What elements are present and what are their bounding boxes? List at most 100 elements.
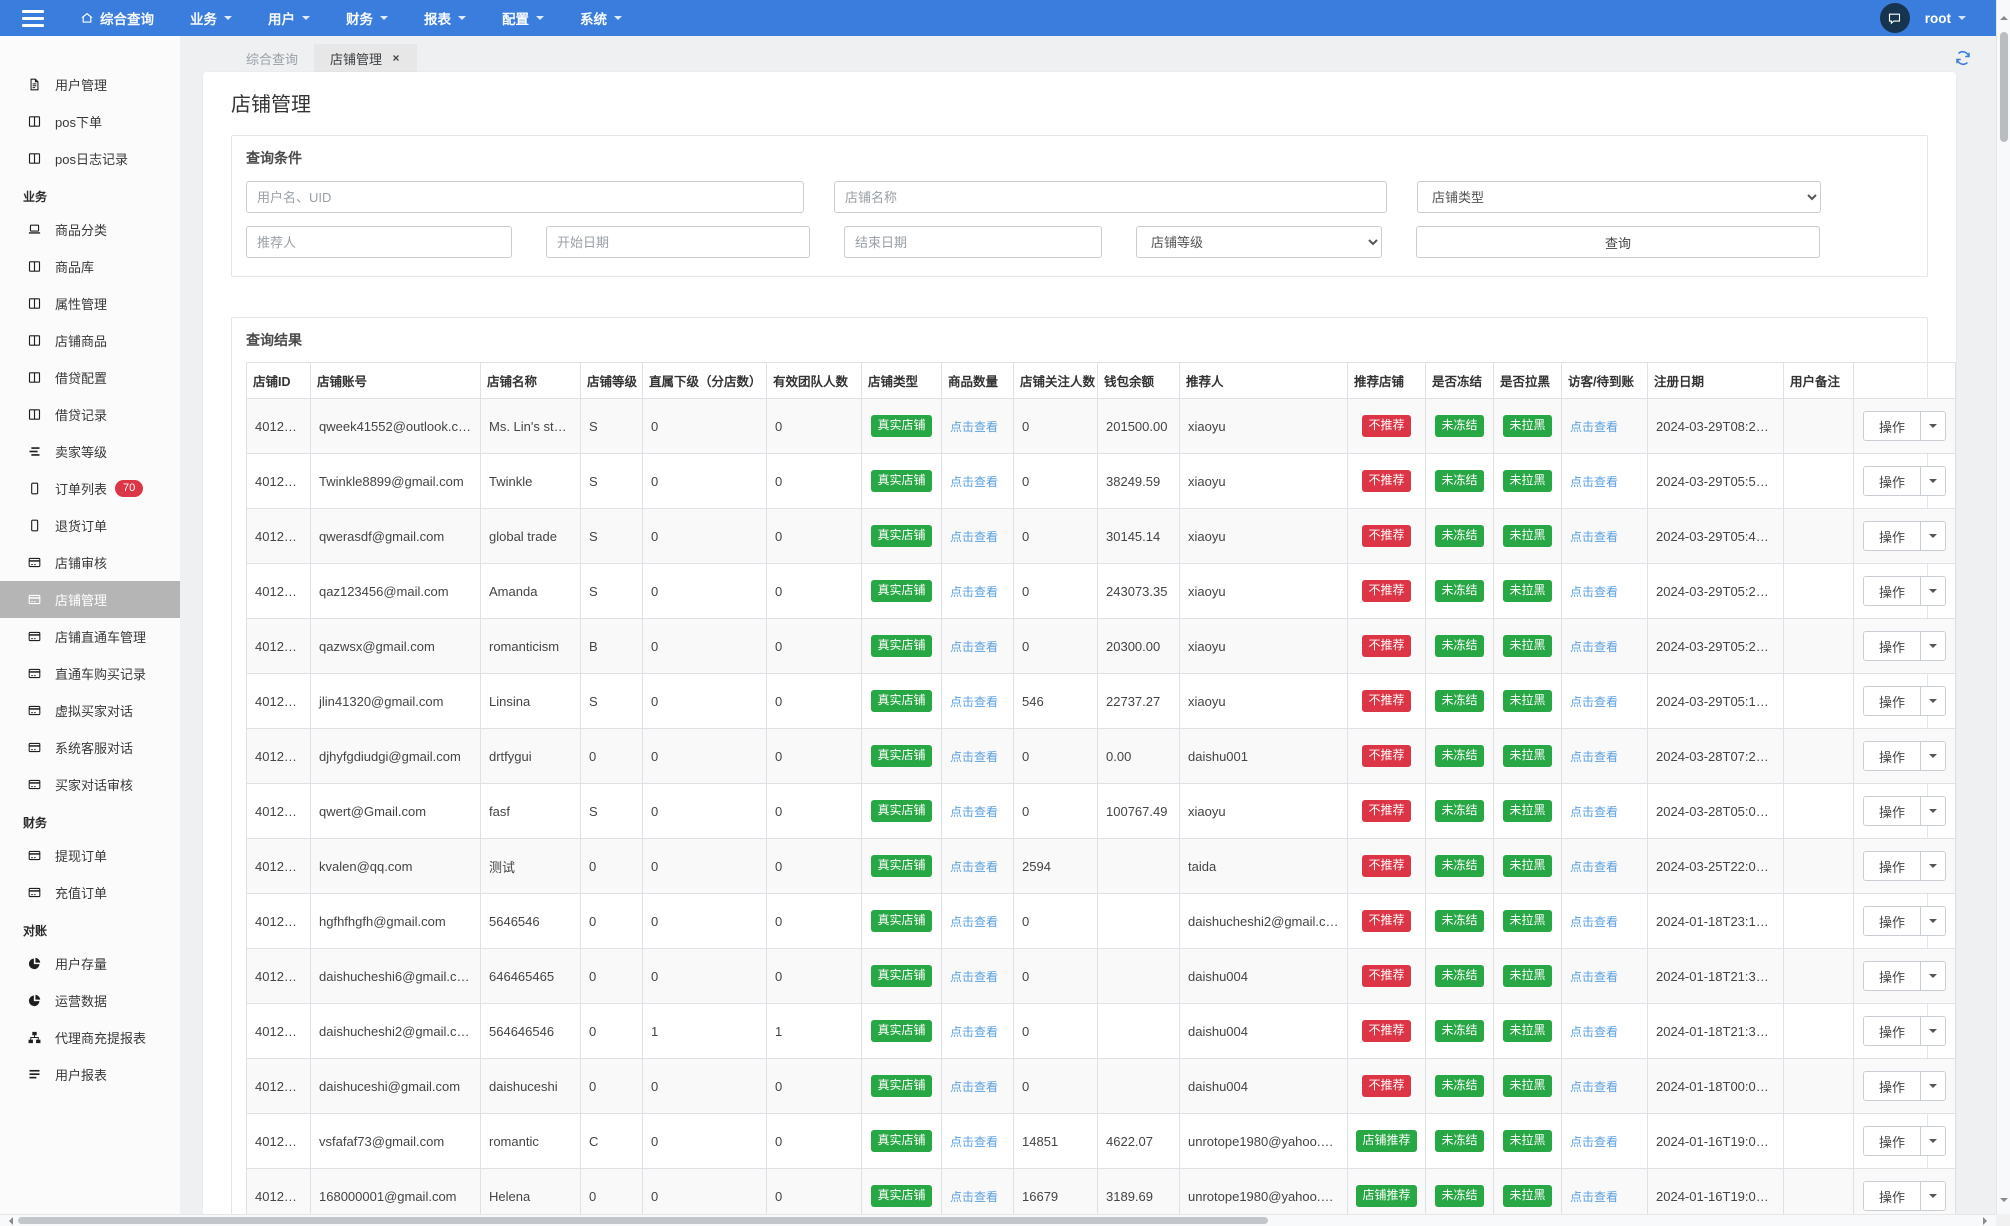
view-products-link[interactable]: 点击查看 [950,639,999,654]
view-products-link[interactable]: 点击查看 [950,969,999,984]
navbar-menu-item[interactable]: 财务 [346,8,388,28]
shop-type-select[interactable]: 店铺类型 [1417,181,1821,213]
sidebar-item[interactable]: 商品库 [0,248,180,285]
sidebar-item[interactable]: 退货订单 [0,507,180,544]
view-products-link[interactable]: 点击查看 [950,584,999,599]
view-visitors-link[interactable]: 点击查看 [1570,584,1619,599]
scroll-down-arrow-icon[interactable] [2000,1198,2008,1206]
view-visitors-link[interactable]: 点击查看 [1570,529,1619,544]
sidebar-item[interactable]: 订单列表 70 [0,470,180,507]
shop-grade-select[interactable]: 店铺等级 [1136,226,1382,258]
scroll-right-arrow-icon[interactable] [1983,1217,1991,1225]
action-button[interactable]: 操作 [1863,632,1921,660]
query-button[interactable]: 查询 [1416,226,1820,258]
sidebar-item[interactable]: 店铺商品 [0,322,180,359]
view-visitors-link[interactable]: 点击查看 [1570,694,1619,709]
action-button[interactable]: 操作 [1863,412,1921,440]
close-icon[interactable] [391,53,401,63]
action-button[interactable]: 操作 [1863,467,1921,495]
view-visitors-link[interactable]: 点击查看 [1570,969,1619,984]
view-products-link[interactable]: 点击查看 [950,859,999,874]
sidebar-item[interactable]: 用户管理 [0,66,180,103]
view-products-link[interactable]: 点击查看 [950,1024,999,1039]
view-products-link[interactable]: 点击查看 [950,419,999,434]
action-button[interactable]: 操作 [1863,907,1921,935]
view-visitors-link[interactable]: 点击查看 [1570,1079,1619,1094]
view-products-link[interactable]: 点击查看 [950,749,999,764]
action-button[interactable]: 操作 [1863,1072,1921,1100]
referrer-input[interactable] [246,226,512,258]
view-products-link[interactable]: 点击查看 [950,474,999,489]
action-button[interactable]: 操作 [1863,962,1921,990]
vertical-scrollbar[interactable] [1996,0,2010,1214]
action-dropdown-toggle[interactable] [1921,1072,1945,1100]
view-products-link[interactable]: 点击查看 [950,804,999,819]
sidebar-item[interactable]: 店铺审核 [0,544,180,581]
sidebar-item[interactable]: 买家对话审核 [0,766,180,803]
action-button[interactable]: 操作 [1863,797,1921,825]
sidebar-item[interactable]: 系统客服对话 [0,729,180,766]
sidebar-item[interactable]: 借贷记录 [0,396,180,433]
view-visitors-link[interactable]: 点击查看 [1570,1189,1619,1204]
view-products-link[interactable]: 点击查看 [950,529,999,544]
action-dropdown-toggle[interactable] [1921,687,1945,715]
username-uid-input[interactable] [246,181,804,213]
action-button[interactable]: 操作 [1863,577,1921,605]
action-dropdown-toggle[interactable] [1921,742,1945,770]
action-button[interactable]: 操作 [1863,852,1921,880]
sidebar-item[interactable]: 用户存量 [0,945,180,982]
view-visitors-link[interactable]: 点击查看 [1570,639,1619,654]
action-button[interactable]: 操作 [1863,1127,1921,1155]
scroll-up-arrow-icon[interactable] [2000,12,2008,20]
start-date-input[interactable] [546,226,810,258]
action-dropdown-toggle[interactable] [1921,852,1945,880]
action-dropdown-toggle[interactable] [1921,907,1945,935]
action-dropdown-toggle[interactable] [1921,1017,1945,1045]
action-button[interactable]: 操作 [1863,1182,1921,1210]
horizontal-scrollbar-thumb[interactable] [18,1217,1268,1224]
view-visitors-link[interactable]: 点击查看 [1570,914,1619,929]
view-products-link[interactable]: 点击查看 [950,1079,999,1094]
sidebar-item[interactable]: 直通车购买记录 [0,655,180,692]
tab[interactable]: 店铺管理 [314,44,418,72]
navbar-menu-item[interactable]: 用户 [268,8,310,28]
sidebar-item[interactable]: 代理商充提报表 [0,1019,180,1056]
messages-button[interactable] [1879,3,1910,33]
sidebar-item[interactable]: pos日志记录 [0,140,180,177]
view-visitors-link[interactable]: 点击查看 [1570,419,1619,434]
sidebar-item[interactable]: pos下单 [0,103,180,140]
sidebar-item[interactable]: 店铺直通车管理 [0,618,180,655]
action-dropdown-toggle[interactable] [1921,577,1945,605]
sidebar-item[interactable]: 卖家等级 [0,433,180,470]
view-visitors-link[interactable]: 点击查看 [1570,474,1619,489]
tab[interactable]: 综合查询 [230,44,314,72]
sidebar-item[interactable]: 商品分类 [0,211,180,248]
action-button[interactable]: 操作 [1863,1017,1921,1045]
navbar-menu-item[interactable]: 系统 [580,8,622,28]
view-products-link[interactable]: 点击查看 [950,914,999,929]
action-dropdown-toggle[interactable] [1921,632,1945,660]
navbar-menu-item[interactable]: 综合查询 [80,8,154,28]
user-menu[interactable]: root [1925,11,1966,26]
sidebar-item[interactable]: 运营数据 [0,982,180,1019]
sidebar-item[interactable]: 属性管理 [0,285,180,322]
navbar-menu-item[interactable]: 配置 [502,8,544,28]
view-visitors-link[interactable]: 点击查看 [1570,859,1619,874]
view-products-link[interactable]: 点击查看 [950,1134,999,1149]
action-dropdown-toggle[interactable] [1921,1182,1945,1210]
scroll-left-arrow-icon[interactable] [5,1217,13,1225]
navbar-menu-item[interactable]: 报表 [424,8,466,28]
menu-toggle-button[interactable] [22,9,44,27]
view-visitors-link[interactable]: 点击查看 [1570,1134,1619,1149]
vertical-scrollbar-thumb[interactable] [2000,32,2008,142]
sidebar-item[interactable]: 提现订单 [0,837,180,874]
shop-name-input[interactable] [834,181,1387,213]
horizontal-scrollbar[interactable] [0,1214,1996,1226]
action-dropdown-toggle[interactable] [1921,962,1945,990]
action-dropdown-toggle[interactable] [1921,412,1945,440]
sidebar-item[interactable]: 充值订单 [0,874,180,911]
action-dropdown-toggle[interactable] [1921,1127,1945,1155]
action-button[interactable]: 操作 [1863,687,1921,715]
sidebar-item[interactable]: 借贷配置 [0,359,180,396]
view-visitors-link[interactable]: 点击查看 [1570,749,1619,764]
